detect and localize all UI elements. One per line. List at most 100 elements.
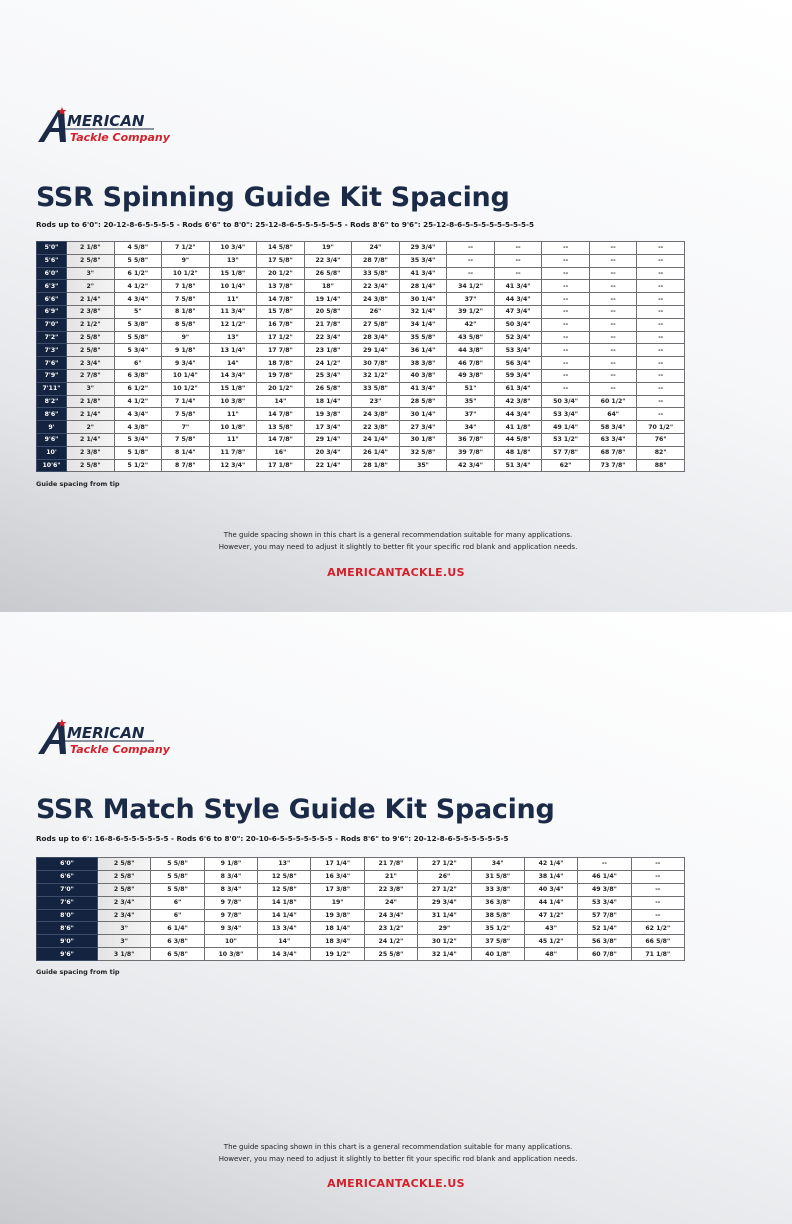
- guide-spacing-cell: 52 1/4": [577, 921, 632, 936]
- guide-spacing-cell: 18 7/8": [256, 356, 305, 370]
- guide-spacing-cell: 2": [66, 420, 115, 434]
- rod-length-cell: 9'6": [36, 432, 67, 447]
- guide-spacing-cell: 8 1/4": [161, 445, 210, 460]
- guide-spacing-cell: 44 3/4": [493, 407, 543, 422]
- table-row: 7'6" 2 3/4" 6" 9 7/8" 14 1/8" 19" 24" 29 3/4" 36…: [36, 895, 685, 910]
- guide-spacing-cell: 42 3/8": [493, 394, 543, 409]
- guide-spacing-cell: 44 3/8": [446, 343, 495, 358]
- guide-spacing-cell: --: [541, 304, 590, 319]
- guide-spacing-cell: 14": [208, 356, 258, 370]
- guide-spacing-cell: 35 3/4": [398, 253, 448, 268]
- guide-spacing-cell: 62": [541, 458, 590, 473]
- guide-spacing-cell: 28 1/8": [351, 458, 400, 473]
- table-row: 5'0" 2 1/8" 4 5/8" 7 1/2" 10 3/4" 14 5/8" 19" 2…: [36, 241, 685, 255]
- guide-spacing-cell: --: [446, 266, 495, 281]
- page-title: SSR Match Style Guide Kit Spacing: [36, 794, 555, 825]
- guide-spacing-cell: 19 3/8": [303, 407, 353, 422]
- guide-spacing-cell: 2 1/4": [66, 292, 115, 306]
- guide-spacing-cell: 14 3/4": [208, 368, 258, 383]
- guide-spacing-cell: 18": [303, 279, 353, 294]
- guide-spacing-cell: 30 1/2": [417, 934, 472, 949]
- website-link[interactable]: AMERICANTACKLE.US: [327, 566, 465, 579]
- guide-spacing-cell: --: [588, 253, 638, 268]
- guide-spacing-cell: 17 1/2": [256, 330, 305, 345]
- rod-length-cell: 8'2": [36, 394, 67, 409]
- disclaimer-line-1: The guide spacing shown in this chart is…: [223, 531, 573, 539]
- guide-spacing-cell: --: [541, 343, 590, 358]
- guide-spacing-cell: --: [636, 368, 685, 383]
- guide-spacing-cell: 56 3/4": [493, 356, 543, 370]
- guide-spacing-cell: 24 3/8": [351, 407, 400, 422]
- disclaimer-line-1: The guide spacing shown in this chart is…: [223, 1143, 573, 1151]
- guide-spacing-cell: 11": [208, 407, 258, 422]
- guide-spacing-cell: 7 5/8": [161, 432, 210, 447]
- disclaimer: The guide spacing shown in this chart is…: [0, 1141, 792, 1165]
- guide-spacing-cell: 10 1/8": [208, 420, 258, 434]
- guide-spacing-cell: 2 5/8": [96, 869, 152, 884]
- guide-spacing-cell: 25 3/4": [303, 368, 353, 383]
- guide-spacing-cell: --: [588, 292, 638, 306]
- guide-spacing-cell: 9": [161, 330, 210, 345]
- rod-length-cell: 6'0": [36, 266, 67, 281]
- guide-spacing-cell: 15 1/8": [208, 266, 258, 281]
- guide-spacing-cell: 11": [208, 292, 258, 306]
- rod-length-cell: 8'6": [36, 921, 98, 936]
- guide-spacing-cell: 29": [417, 921, 472, 936]
- guide-spacing-cell: 14 7/8": [256, 407, 305, 422]
- guide-spacing-cell: 20 5/8": [303, 304, 353, 319]
- guide-spacing-cell: 59 3/4": [493, 368, 543, 383]
- guide-spacing-cell: 38 3/8": [398, 356, 448, 370]
- guide-spacing-cell: 2 3/4": [96, 895, 152, 910]
- guide-spacing-cell: 5 3/8": [113, 317, 163, 332]
- guide-spacing-cell: 53 3/4": [541, 407, 590, 422]
- guide-spacing-cell: --: [636, 356, 685, 370]
- rod-length-cell: 7'11": [36, 381, 67, 396]
- guide-spacing-cell: 17 3/4": [303, 420, 353, 434]
- guide-spacing-cell: --: [541, 266, 590, 281]
- guide-spacing-cell: 5 5/8": [113, 253, 163, 268]
- website-link[interactable]: AMERICANTACKLE.US: [327, 1177, 465, 1190]
- rod-spacing-summary: Rods up to 6': 16-8-6-5-5-5-5-5-5 - Rods…: [36, 834, 509, 843]
- svg-text:Tackle Company: Tackle Company: [70, 131, 171, 144]
- guide-spacing-cell: 33 5/8": [351, 266, 400, 281]
- guide-spacing-cell: 9 3/4": [161, 356, 210, 370]
- table-row: 9'6" 3 1/8" 6 5/8" 10 3/8" 14 3/4" 19 1/2" 25 …: [36, 947, 685, 962]
- guide-spacing-cell: 7 5/8": [161, 407, 210, 422]
- guide-spacing-cell: 14 7/8": [256, 292, 305, 306]
- guide-spacing-cell: 16 7/8": [256, 317, 305, 332]
- guide-spacing-cell: 10 3/4": [208, 241, 258, 255]
- guide-spacing-cell: 26 5/8": [303, 381, 353, 396]
- table-row: 8'6" 2 1/4" 4 3/4" 7 5/8" 11" 14 7/8" 19 3/8" 2…: [36, 407, 685, 422]
- guide-spacing-cell: 10 1/2": [161, 381, 210, 396]
- guide-spacing-cell: 57 7/8": [577, 908, 632, 923]
- guide-spacing-cell: 7 1/8": [161, 279, 210, 294]
- guide-spacing-cell: 2 3/8": [66, 304, 115, 319]
- guide-spacing-cell: 2 1/4": [66, 407, 115, 422]
- guide-spacing-cell: 22 3/4": [351, 279, 400, 294]
- guide-spacing-cell: 14 5/8": [256, 241, 305, 255]
- guide-spacing-cell: 20 1/2": [256, 381, 305, 396]
- guide-spacing-cell: --: [588, 241, 638, 255]
- guide-spacing-cell: 11 3/4": [208, 304, 258, 319]
- guide-spacing-cell: --: [541, 330, 590, 345]
- guide-spacing-cell: 17 1/4": [310, 857, 365, 871]
- guide-spacing-cell: 49 1/4": [541, 420, 590, 434]
- guide-spacing-cell: 33 5/8": [351, 381, 400, 396]
- guide-spacing-cell: 29 1/4": [351, 343, 400, 358]
- guide-spacing-cell: --: [541, 241, 590, 255]
- rod-length-cell: 7'0": [36, 317, 67, 332]
- guide-spacing-cell: 5 5/8": [150, 882, 205, 897]
- guide-spacing-cell: 24": [351, 241, 400, 255]
- guide-spacing-cell: 36 7/8": [446, 432, 495, 447]
- guide-spacing-cell: 34 1/4": [398, 317, 448, 332]
- guide-spacing-cell: 26": [351, 304, 400, 319]
- rod-spacing-summary: Rods up to 6'0": 20-12-8-6-5-5-5-5 - Rod…: [36, 220, 534, 229]
- guide-spacing-cell: 8 3/4": [203, 882, 259, 897]
- table-row: 7'11" 3" 6 1/2" 10 1/2" 15 1/8" 20 1/2" 26 5/8…: [36, 381, 685, 396]
- rod-length-cell: 7'3": [36, 343, 67, 358]
- guide-spacing-cell: 27 1/2": [417, 857, 472, 871]
- guide-spacing-cell: --: [636, 266, 685, 281]
- guide-spacing-cell: --: [588, 343, 638, 358]
- guide-spacing-cell: 43": [523, 921, 579, 936]
- guide-spacing-cell: 24": [363, 895, 419, 910]
